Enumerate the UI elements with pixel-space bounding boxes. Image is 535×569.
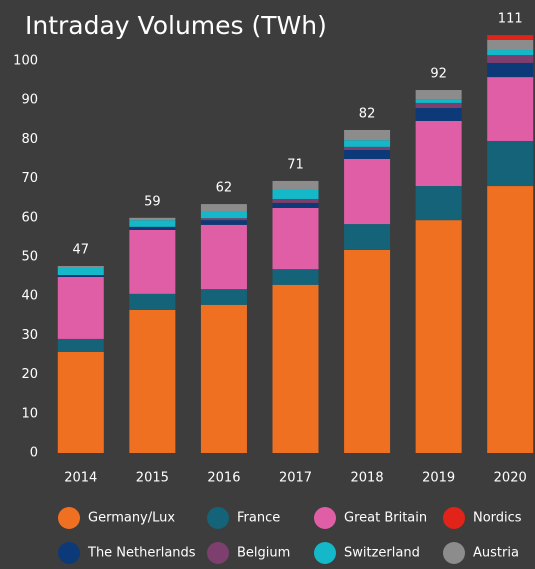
bar-segment [200,218,247,221]
total-label: 92 [430,67,447,82]
x-tick-label: 2018 [351,471,384,486]
bar-segment [200,220,247,225]
bar-segment [487,140,534,187]
y-tick-label: 60 [21,210,38,225]
y-tick-label: 90 [21,93,38,108]
y-tick-label: 100 [13,54,38,69]
x-tick-label: 2016 [207,471,240,486]
x-tick-label: 2017 [279,471,312,486]
bar-segment [272,208,319,270]
y-tick-label: 50 [21,250,38,265]
bar-segment [344,249,391,453]
total-label: 111 [498,12,523,27]
bar-segment [129,226,176,230]
bar-segment [129,220,176,227]
y-tick-label: 10 [21,406,38,421]
bar-segment [344,140,391,147]
legend-label: Germany/Lux [88,511,175,526]
y-tick-label: 70 [21,171,38,186]
legend-label: Austria [473,546,519,561]
legend-swatch [443,507,465,529]
bar-segment [57,275,104,277]
total-label: 82 [359,106,376,121]
bar-segment [487,50,534,56]
bar-segment [415,99,462,103]
bar-segment [344,149,391,159]
bar-segment [415,90,462,100]
bar-segment [57,267,104,276]
y-tick-label: 0 [30,446,38,461]
bar-segment [272,180,319,190]
bar-segment [272,269,319,285]
legend-swatch [314,542,336,564]
bar-segment [487,55,534,63]
bar-segment [200,211,247,219]
x-tick-label: 2014 [64,471,97,486]
bar-segment [129,309,176,453]
chart-title: Intraday Volumes (TWh) [25,11,327,40]
bar-segment [344,146,391,150]
legend-swatch [314,507,336,529]
x-tick-label: 2015 [136,471,169,486]
bar-segment [344,129,391,141]
bar-segment [129,217,176,221]
total-label: 62 [216,181,233,196]
bar-segment [487,186,534,453]
legend-label: Belgium [237,546,290,561]
bar-segment [415,108,462,121]
bar-segment [272,198,319,203]
bar-segment [415,120,462,187]
bar-segment [200,289,247,305]
total-label: 71 [287,157,304,172]
y-tick-label: 20 [21,367,38,382]
bar-segment [57,276,104,339]
bar-segment [415,102,462,109]
legend-swatch [207,542,229,564]
legend-swatch [443,542,465,564]
bar-segment [415,220,462,453]
bar-segment [129,229,176,294]
bar-segment [272,202,319,208]
bar-segment [487,62,534,78]
y-tick-label: 40 [21,289,38,304]
bar-segment [487,77,534,141]
legend-swatch [58,507,80,529]
x-tick-label: 2020 [494,471,527,486]
bar-segment [487,39,534,51]
total-label: 59 [144,194,161,209]
legend-label: France [237,511,280,526]
bar-segment [272,284,319,453]
bar-segment [200,204,247,212]
y-tick-label: 80 [21,132,38,147]
bar-segment [487,35,534,40]
x-tick-label: 2019 [422,471,455,486]
legend-label: The Netherlands [87,546,196,561]
bar-segment [272,189,319,199]
bar-segment [200,224,247,290]
bar-segment [57,266,104,268]
bar-segment [200,304,247,453]
y-tick-label: 30 [21,328,38,343]
bar-segment [129,293,176,310]
legend-label: Great Britain [344,511,427,526]
total-label: 47 [73,243,90,258]
legend-label: Nordics [473,511,522,526]
bar-segment [344,159,391,225]
bar-segment [415,186,462,221]
bar-segment [344,224,391,250]
legend-label: Switzerland [344,546,420,561]
legend-swatch [207,507,229,529]
bar-segment [57,351,104,453]
legend-swatch [58,542,80,564]
bar-segment [57,338,104,352]
